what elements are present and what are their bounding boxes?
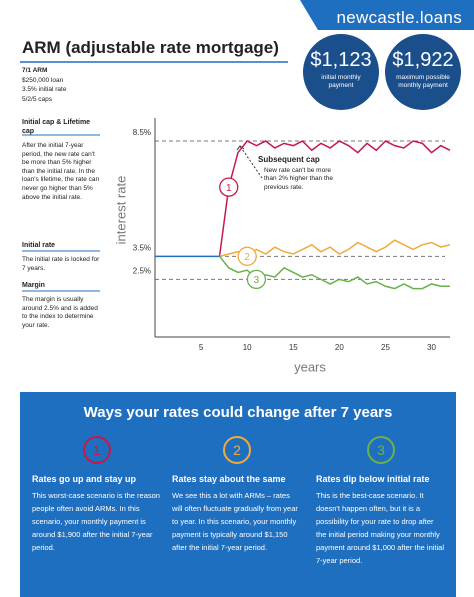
annotation-title: Subsequent cap bbox=[258, 155, 320, 164]
series-line bbox=[218, 140, 451, 257]
y-tick-label: 3.5% bbox=[133, 243, 151, 252]
brand-band bbox=[300, 0, 474, 30]
series-label-circle bbox=[237, 246, 257, 266]
badge: $1,922 maximum possible monthly payment bbox=[385, 34, 461, 110]
scenario-title: Rates stay about the same bbox=[172, 474, 286, 484]
scenarios-panel: Ways your rates could change after 7 yea… bbox=[20, 392, 456, 597]
y-tick-label: 2.5% bbox=[133, 266, 151, 275]
note-body: The margin is usually around 2.5% and is… bbox=[22, 296, 98, 329]
note: Margin The margin is usually around 2.5%… bbox=[22, 281, 102, 330]
badge-label: maximum possible monthly payment bbox=[396, 74, 450, 89]
detail: $250,000 loan bbox=[22, 76, 64, 84]
x-tick-label: 20 bbox=[335, 343, 344, 352]
note-body: The initial rate is locked for 7 years. bbox=[22, 256, 100, 272]
scenario-title: Rates go up and stay up bbox=[32, 474, 137, 484]
scenario: 1 Rates go up and stay up This worst-cas… bbox=[32, 436, 162, 554]
annotation-arrow bbox=[239, 145, 263, 179]
badge-label: initial monthly payment bbox=[321, 74, 361, 89]
series-label-circle bbox=[219, 177, 239, 197]
x-tick-label: 15 bbox=[289, 343, 298, 352]
series-line bbox=[219, 239, 451, 258]
scenario-number: 2 bbox=[223, 436, 251, 464]
detail: 7/1 ARM bbox=[22, 67, 48, 74]
scenario-title: Rates dip below initial rate bbox=[316, 474, 430, 484]
series-label: 1 bbox=[226, 183, 232, 194]
detail: 3.5% initial rate bbox=[22, 86, 67, 93]
scenario-body: This worst-case scenario is the reason p… bbox=[32, 491, 160, 552]
scenario: 2 Rates stay about the same We see this … bbox=[172, 436, 302, 554]
loan-details: 7/1 ARM $250,000 loan 3.5% initial rate … bbox=[22, 66, 66, 104]
badge-value: $1,123 bbox=[310, 49, 372, 71]
series-label: 3 bbox=[254, 275, 260, 286]
annotation-arrowhead bbox=[236, 145, 245, 151]
scenario: 3 Rates dip below initial rate This is t… bbox=[316, 436, 446, 567]
scenario-body: We see this a lot with ARMs – rates will… bbox=[172, 491, 298, 552]
y-tick-label: 8.5% bbox=[133, 128, 151, 137]
x-tick-label: 10 bbox=[243, 343, 252, 352]
note-title: Initial cap & Lifetime cap bbox=[22, 119, 91, 135]
panel-title: Ways your rates could change after 7 yea… bbox=[83, 404, 393, 421]
title: ARM (adjustable rate mortgage) bbox=[22, 38, 279, 57]
note: Initial rate The initial rate is locked … bbox=[22, 241, 102, 273]
scenario-body: This is the best-case scenario. It doesn… bbox=[316, 491, 445, 565]
annotation-body: New rate can't be more than 2% higher th… bbox=[264, 166, 334, 191]
scenario-number: 1 bbox=[83, 436, 111, 464]
x-axis-label: years bbox=[294, 359, 326, 374]
x-tick-label: 30 bbox=[427, 343, 436, 352]
series-label-circle bbox=[246, 269, 267, 290]
note-body: After the initial 7-year period, the new… bbox=[22, 142, 100, 201]
note-title: Initial rate bbox=[22, 242, 56, 249]
brand: newcastle.loans bbox=[336, 8, 462, 27]
badge: $1,123 initial monthly payment bbox=[303, 34, 379, 110]
x-tick-label: 5 bbox=[199, 343, 204, 352]
x-tick-label: 25 bbox=[381, 343, 390, 352]
y-axis-label: interest rate bbox=[113, 176, 128, 245]
series-label: 2 bbox=[244, 252, 250, 263]
note: Initial cap & Lifetime cap After the ini… bbox=[22, 118, 102, 202]
detail: 5/2/5 caps bbox=[22, 95, 52, 103]
annotation: Subsequent cap New rate can't be more th… bbox=[258, 155, 353, 192]
badge-value: $1,922 bbox=[392, 49, 454, 71]
scenario-number: 3 bbox=[367, 436, 395, 464]
note-title: Margin bbox=[22, 282, 45, 289]
